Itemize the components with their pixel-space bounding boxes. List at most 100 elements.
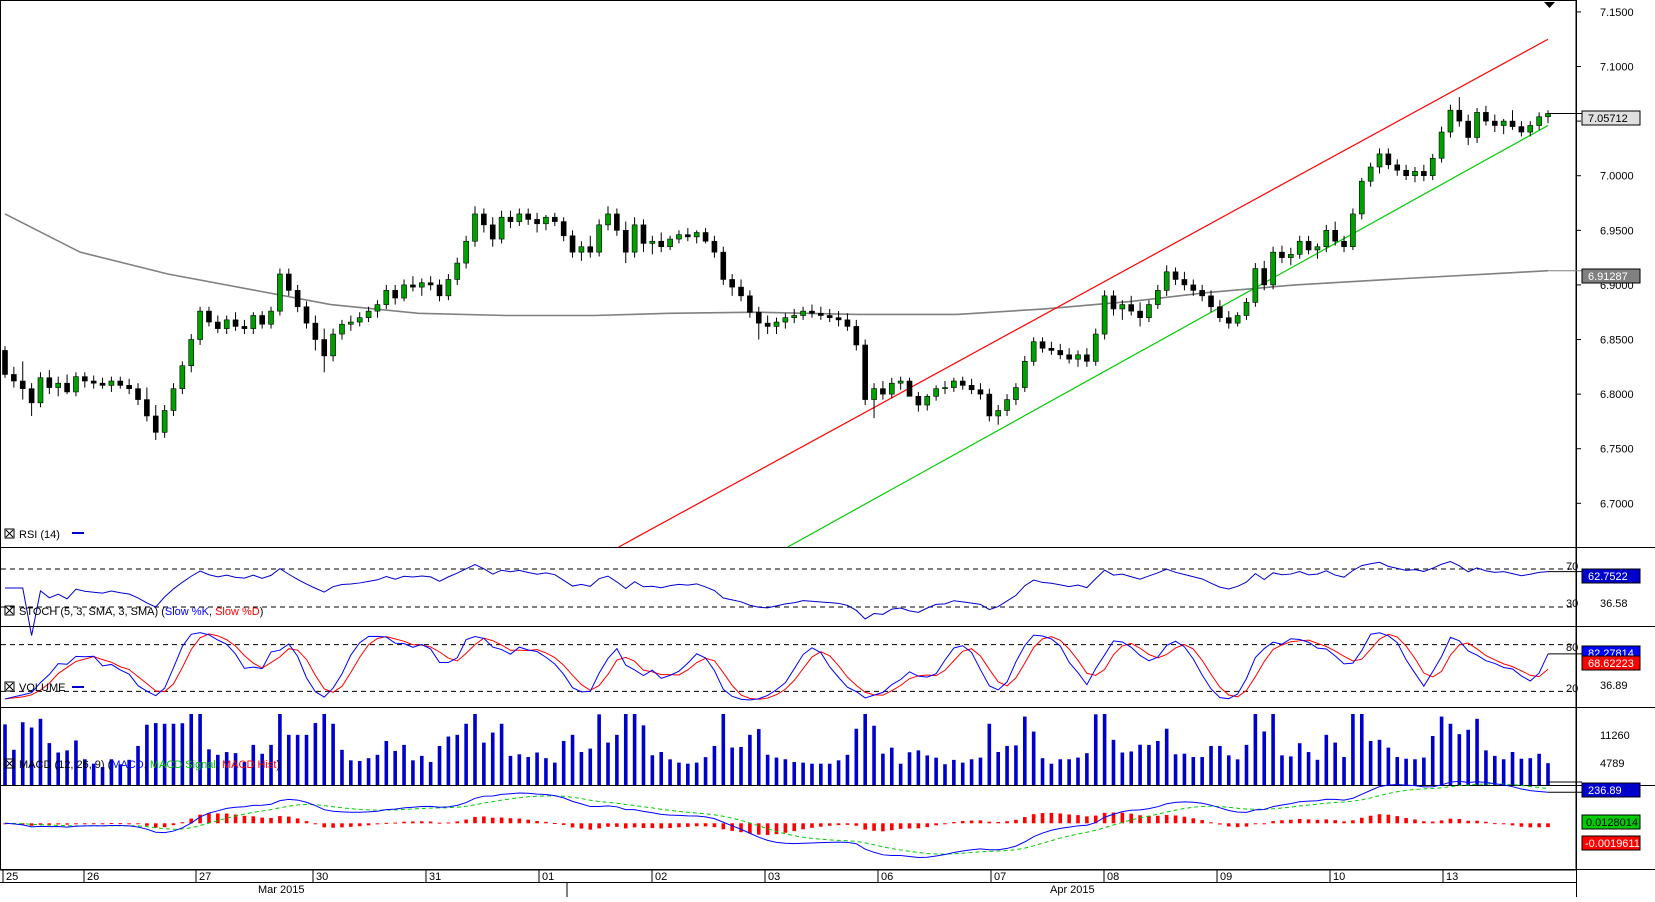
volume-bar bbox=[1129, 751, 1134, 785]
macd-hist-bar bbox=[1156, 815, 1160, 824]
day-label-08: 08 bbox=[1107, 871, 1119, 883]
price-plot bbox=[2, 38, 1582, 548]
volume-title[interactable]: VOLUME bbox=[4, 681, 84, 694]
macd-hist-bar bbox=[686, 823, 690, 827]
price-tick-label-4: 6.9500 bbox=[1600, 225, 1634, 237]
volume-bar bbox=[1289, 756, 1293, 785]
candle-body bbox=[135, 388, 141, 400]
candle-body bbox=[897, 380, 904, 384]
macd-hist-bar bbox=[1315, 819, 1320, 824]
macd-hist-bar bbox=[109, 823, 114, 825]
macd-hist-bar bbox=[74, 823, 78, 825]
candle bbox=[1305, 235, 1312, 255]
candle-body bbox=[906, 380, 913, 397]
candle bbox=[1261, 260, 1268, 291]
candle bbox=[144, 387, 150, 422]
volume-bar bbox=[1492, 755, 1497, 785]
volume-bar bbox=[295, 734, 300, 785]
candle-body bbox=[1181, 279, 1188, 286]
candle bbox=[871, 383, 877, 419]
volume-bar bbox=[455, 734, 460, 785]
volume-bar bbox=[1510, 751, 1515, 785]
volume-bar bbox=[56, 752, 61, 785]
volume-bar bbox=[109, 759, 114, 785]
macd-hist-bar bbox=[1306, 819, 1311, 824]
candle-body bbox=[117, 380, 124, 386]
candle-body bbox=[215, 321, 221, 329]
candle bbox=[223, 315, 230, 335]
volume-plot bbox=[3, 714, 1582, 785]
volume-bar bbox=[216, 754, 220, 785]
volume-bar bbox=[189, 714, 194, 785]
volume-bar bbox=[1014, 745, 1018, 785]
candle bbox=[1456, 97, 1463, 127]
volume-bar bbox=[366, 758, 371, 785]
volume-bar bbox=[357, 760, 362, 785]
volume-bar bbox=[579, 751, 584, 785]
candle-body bbox=[1119, 304, 1126, 310]
candle bbox=[552, 212, 558, 226]
macd-hist-bar bbox=[1040, 813, 1045, 824]
macd-hist-bar bbox=[419, 821, 424, 824]
macd-hist-bar bbox=[384, 822, 389, 824]
candle bbox=[826, 308, 833, 323]
candle-body bbox=[498, 216, 505, 240]
candle bbox=[1119, 300, 1126, 320]
candle-body bbox=[862, 344, 868, 400]
candle-body bbox=[1323, 230, 1330, 248]
macd-hist-bar bbox=[969, 820, 974, 824]
candle bbox=[1403, 164, 1409, 181]
candle-body bbox=[1536, 116, 1542, 126]
macd-hist-bar bbox=[295, 818, 300, 824]
candle bbox=[685, 228, 691, 242]
volume-bar bbox=[960, 762, 965, 785]
macd-hist-bar bbox=[47, 823, 52, 825]
price-tick-label-3: 7.0000 bbox=[1600, 171, 1634, 183]
volume-bar bbox=[47, 743, 52, 785]
volume-last-box: 236.89 bbox=[1581, 782, 1641, 798]
stoch-slow-k-line bbox=[4, 632, 1549, 701]
candle-body bbox=[489, 224, 496, 240]
candle-body bbox=[543, 216, 549, 225]
macd-signal-legend: MACD Signal bbox=[150, 759, 216, 771]
macd-hist-bar bbox=[615, 823, 619, 827]
volume-bar bbox=[1138, 744, 1142, 785]
macd-title[interactable]: MACD (12, 26, 9) (MACD, MACD Signal, MAC… bbox=[4, 758, 280, 771]
volume-bar bbox=[127, 759, 131, 785]
candle bbox=[1243, 298, 1250, 320]
candle bbox=[862, 339, 868, 406]
candle-body bbox=[303, 306, 310, 324]
candle bbox=[809, 304, 815, 318]
candle-body bbox=[108, 380, 115, 386]
candle bbox=[472, 206, 478, 247]
volume-bar bbox=[712, 745, 717, 785]
macd-hist-bar bbox=[65, 823, 69, 825]
macd-hist-bar bbox=[1182, 816, 1187, 824]
stoch-title[interactable]: STOCH (5, 3, SMA, 3, SMA) (Slow %K, Slow… bbox=[4, 605, 263, 618]
candle-body bbox=[915, 396, 922, 406]
candle-body bbox=[1438, 131, 1445, 159]
macd-hist-bar bbox=[56, 823, 61, 825]
macd-hist-bar bbox=[819, 823, 823, 827]
macd-hist-bar bbox=[1173, 815, 1178, 824]
candle bbox=[764, 315, 771, 335]
macd-hist-bar bbox=[1209, 822, 1213, 824]
candle-body bbox=[1217, 306, 1223, 318]
macd-line bbox=[4, 780, 1549, 859]
candle bbox=[853, 319, 860, 351]
candle-body bbox=[1305, 240, 1312, 251]
candle bbox=[392, 284, 398, 305]
candle-body bbox=[933, 388, 939, 397]
macd-hist-bar bbox=[721, 823, 726, 830]
candle-body bbox=[170, 388, 177, 411]
scroll-marker-icon[interactable] bbox=[1544, 2, 1555, 8]
rsi-title[interactable]: RSI (14) bbox=[4, 528, 84, 541]
candle bbox=[37, 372, 44, 408]
macd-hist-bar bbox=[411, 821, 415, 824]
candle bbox=[161, 405, 168, 438]
volume-bar bbox=[898, 763, 903, 785]
macd-hist-bar bbox=[881, 823, 885, 832]
volume-bar bbox=[863, 714, 867, 785]
macd-hist-bar bbox=[1342, 821, 1346, 824]
candle-body bbox=[569, 235, 576, 253]
